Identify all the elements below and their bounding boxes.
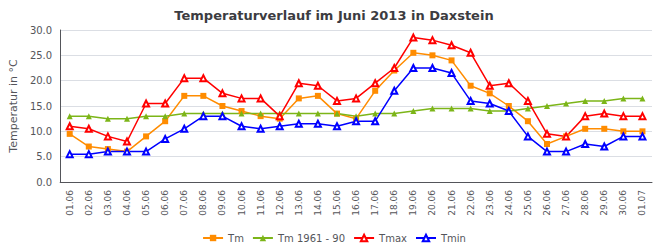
svg-text:05.06: 05.06 [141,190,151,216]
svg-text:0.0: 0.0 [36,177,52,188]
svg-text:27.06: 27.06 [561,190,571,216]
svg-text:18.06: 18.06 [389,190,399,216]
svg-text:30.0: 30.0 [30,25,52,36]
svg-text:22.06: 22.06 [466,190,476,216]
svg-text:01.06: 01.06 [65,190,75,216]
svg-text:20.0: 20.0 [30,75,52,86]
svg-text:30.06: 30.06 [618,190,628,216]
svg-text:23.06: 23.06 [485,190,495,216]
svg-text:Tmin: Tmin [440,233,466,244]
svg-text:Tmax: Tmax [378,233,407,244]
svg-text:16.06: 16.06 [351,190,361,216]
svg-text:29.06: 29.06 [599,190,609,216]
svg-text:10.0: 10.0 [30,126,52,137]
svg-text:19.06: 19.06 [408,190,418,216]
svg-text:21.06: 21.06 [447,190,457,216]
svg-text:24.06: 24.06 [504,190,514,216]
svg-text:06.06: 06.06 [160,190,170,216]
svg-text:11.06: 11.06 [256,190,266,216]
svg-text:Temperaturverlauf im Juni 2013: Temperaturverlauf im Juni 2013 in Daxste… [174,8,493,23]
svg-text:Temperatur in °C: Temperatur in °C [7,59,20,154]
svg-text:02.06: 02.06 [84,190,94,216]
svg-text:5.0: 5.0 [36,151,52,162]
svg-text:08.06: 08.06 [198,190,208,216]
svg-text:Tm: Tm [227,233,244,244]
svg-text:03.06: 03.06 [103,190,113,216]
svg-text:17.06: 17.06 [370,190,380,216]
svg-text:28.06: 28.06 [580,190,590,216]
svg-text:09.06: 09.06 [217,190,227,216]
svg-text:Tm 1961 - 90: Tm 1961 - 90 [277,233,345,244]
svg-text:13.06: 13.06 [294,190,304,216]
svg-text:01.07: 01.07 [637,190,647,216]
svg-text:12.06: 12.06 [275,190,285,216]
svg-text:20.06: 20.06 [427,190,437,216]
svg-text:26.06: 26.06 [542,190,552,216]
svg-text:07.06: 07.06 [179,190,189,216]
svg-text:25.0: 25.0 [30,50,52,61]
svg-text:15.06: 15.06 [332,190,342,216]
svg-text:10.06: 10.06 [237,190,247,216]
svg-text:14.06: 14.06 [313,190,323,216]
svg-text:15.0: 15.0 [30,101,52,112]
svg-text:25.06: 25.06 [523,190,533,216]
svg-text:04.06: 04.06 [122,190,132,216]
